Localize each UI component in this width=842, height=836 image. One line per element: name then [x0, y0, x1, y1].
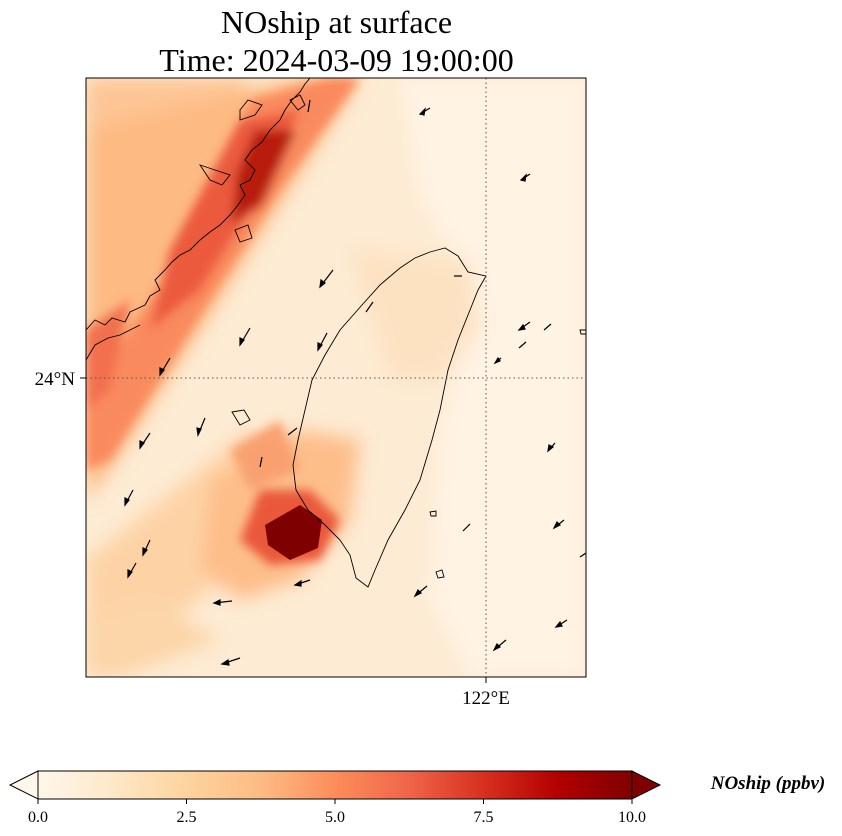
- wind-vector: [365, 301, 374, 313]
- wind-vector: [518, 341, 527, 349]
- colorbar-min-extend: [8, 770, 39, 800]
- colorbar-tick-label: 5.0: [325, 809, 345, 826]
- colorbar: 0.0 2.5 5.0 7.5 10.0 NOship (ppbv): [8, 770, 826, 826]
- wind-arrowhead: [239, 337, 245, 347]
- wind-arrowhead: [552, 520, 562, 530]
- wind-arrowhead: [142, 547, 148, 557]
- wind-arrowhead: [492, 642, 502, 652]
- wind-vectors: [124, 99, 586, 666]
- colorbar-tick-label: 2.5: [177, 809, 197, 826]
- wind-arrowhead: [196, 427, 202, 437]
- wind-arrowhead: [139, 440, 145, 450]
- colorbar-tick-label: 7.5: [474, 809, 494, 826]
- longitude-label: 122°E: [462, 688, 510, 709]
- wind-arrowhead: [319, 278, 326, 289]
- wind-arrowhead: [159, 367, 165, 377]
- wind-arrowhead: [220, 659, 230, 666]
- colorbar-tick-label: 0.0: [28, 809, 48, 826]
- colorbar-ticks: 0.0 2.5 5.0 7.5 10.0: [28, 799, 646, 826]
- wind-arrowhead: [413, 588, 423, 598]
- concentration-field: [86, 78, 586, 677]
- wind-arrowhead: [418, 107, 426, 116]
- wind-arrowhead: [212, 599, 221, 606]
- map-title-line-2: Time: 2024-03-09 19:00:00: [159, 42, 514, 78]
- colorbar-tick-label: 10.0: [618, 809, 646, 826]
- wind-arrowhead: [293, 579, 302, 587]
- wind-arrowhead: [554, 620, 563, 628]
- wind-vector: [287, 427, 298, 436]
- wind-arrowhead: [124, 497, 130, 507]
- gridlines: [86, 78, 586, 677]
- map-title-line-1: NOship at surface: [220, 4, 453, 40]
- wind-arrowhead: [493, 356, 501, 365]
- wind-arrowhead: [127, 569, 133, 579]
- wind-arrowhead: [519, 173, 527, 182]
- colorbar-title: NOship (ppbv): [710, 773, 826, 794]
- wind-vector: [579, 552, 586, 558]
- wind-vector: [307, 99, 311, 113]
- latitude-label: 24°N: [35, 369, 76, 390]
- wind-arrowhead: [517, 323, 526, 331]
- colorbar-max-extend: [631, 770, 662, 800]
- wind-vector: [462, 523, 471, 532]
- wind-vector: [259, 456, 263, 468]
- wind-arrowhead: [547, 444, 555, 453]
- colorbar-gradient: [37, 770, 633, 800]
- wind-arrowhead: [317, 342, 323, 352]
- coastline: [86, 78, 586, 588]
- wind-vector: [543, 323, 552, 331]
